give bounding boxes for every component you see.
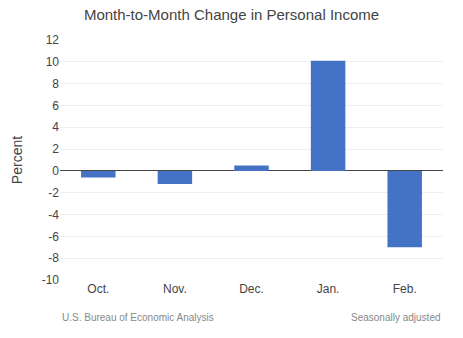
- svg-text:12: 12: [46, 33, 60, 47]
- svg-text:0: 0: [52, 164, 59, 178]
- svg-text:Feb.: Feb.: [393, 282, 417, 296]
- svg-text:Jan.: Jan.: [317, 282, 340, 296]
- svg-text:-8: -8: [48, 251, 59, 265]
- svg-text:U.S. Bureau of Economic Analys: U.S. Bureau of Economic Analysis: [62, 312, 214, 323]
- svg-text:4: 4: [52, 120, 59, 134]
- svg-text:10: 10: [46, 55, 60, 69]
- svg-text:Percent: Percent: [9, 136, 25, 184]
- svg-text:Seasonally adjusted: Seasonally adjusted: [351, 312, 441, 323]
- svg-text:6: 6: [52, 99, 59, 113]
- svg-text:Dec.: Dec.: [239, 282, 264, 296]
- svg-text:-6: -6: [48, 230, 59, 244]
- svg-text:2: 2: [52, 142, 59, 156]
- svg-text:-10: -10: [42, 273, 60, 287]
- svg-text:-2: -2: [48, 186, 59, 200]
- svg-text:Oct.: Oct.: [87, 282, 109, 296]
- svg-text:-4: -4: [48, 208, 59, 222]
- svg-text:Month-to-Month Change in Perso: Month-to-Month Change in Personal Income: [84, 6, 379, 23]
- svg-text:Nov.: Nov.: [163, 282, 187, 296]
- svg-text:8: 8: [52, 77, 59, 91]
